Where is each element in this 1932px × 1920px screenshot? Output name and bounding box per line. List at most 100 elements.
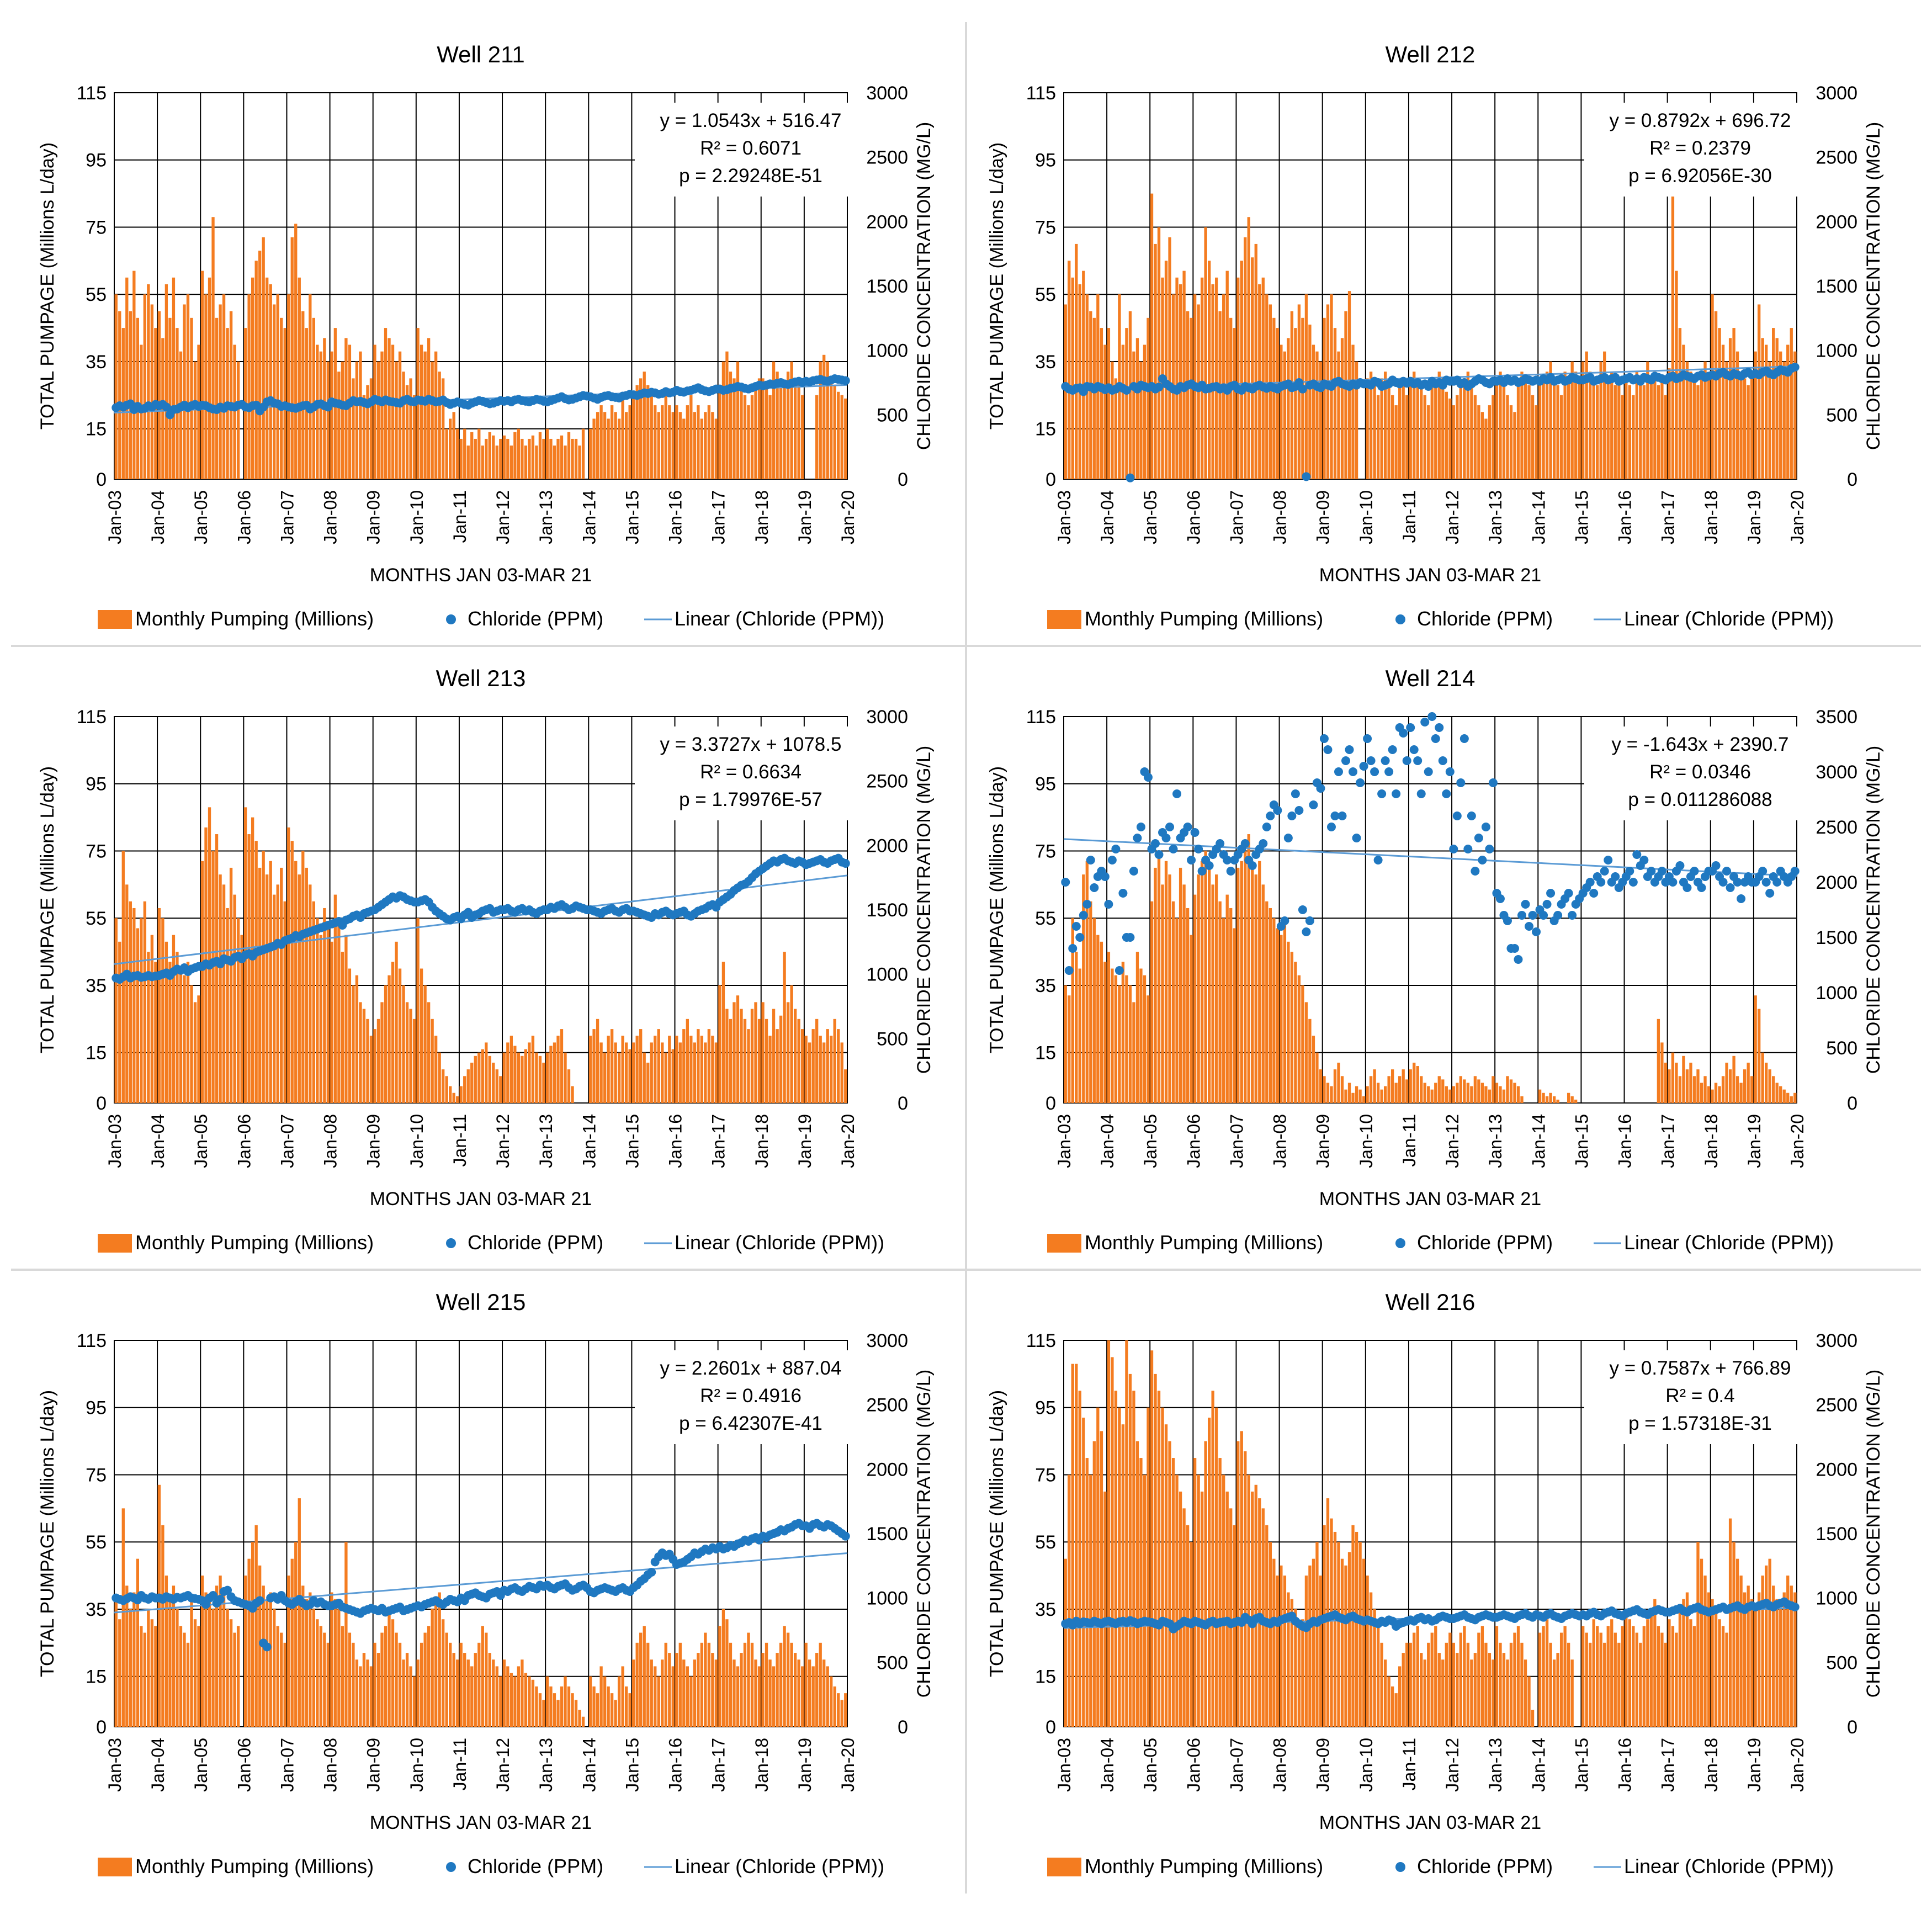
pumping-bar [1376, 395, 1380, 479]
y-right-tick-label: 2000 [866, 835, 908, 856]
pumping-bar [786, 372, 790, 479]
pumping-bar [1287, 941, 1290, 1103]
x-tick-label: Jan-07 [1227, 1738, 1246, 1792]
pumping-bar [650, 1659, 653, 1727]
y-left-tick-label: 35 [86, 1599, 107, 1620]
pumping-bar [405, 385, 409, 479]
x-tick-label: Jan-18 [1701, 1738, 1721, 1792]
x-tick-label: Jan-18 [752, 1738, 772, 1792]
pumping-bar [1786, 1576, 1790, 1727]
pumping-bar [1244, 1451, 1247, 1727]
y-left-axis-title: TOTAL PUMPAGE (Millions L/day) [37, 142, 58, 429]
pumping-bar [567, 1069, 571, 1103]
pumping-bar [492, 1062, 495, 1103]
pumping-bar [262, 1585, 265, 1727]
y-right-axis-title: CHLORIDE CONCENTRATION (MG/L) [914, 122, 935, 450]
pumping-bar [348, 968, 352, 1103]
pumping-bar [395, 941, 398, 1103]
pumping-bar [1531, 1710, 1535, 1727]
x-tick-label: Jan-04 [1097, 1114, 1117, 1168]
pumping-bar [1135, 952, 1139, 1103]
pumping-bar [1089, 901, 1092, 1103]
pumping-bar [757, 378, 761, 479]
pumping-bar [1682, 1056, 1685, 1103]
pumping-bar [1499, 1642, 1502, 1727]
pumping-bar [136, 928, 139, 1103]
pumping-bar [150, 1619, 154, 1727]
pumping-bar [337, 918, 341, 1103]
pumping-bar [1596, 1626, 1599, 1727]
pumping-bar [164, 1576, 168, 1727]
pumping-bar [1711, 294, 1714, 479]
x-tick-label: Jan-06 [234, 490, 254, 544]
pumping-bar [409, 1666, 412, 1727]
pumping-bar [427, 1626, 431, 1727]
pumping-bar [344, 1542, 348, 1727]
pumping-bar [707, 1029, 711, 1103]
pumping-bar [1589, 1642, 1592, 1727]
pumping-bar [438, 1052, 441, 1103]
pumping-bar [1516, 378, 1520, 479]
pumping-bar [826, 361, 829, 479]
pumping-bar [1290, 311, 1294, 479]
pumping-bar [294, 1542, 298, 1727]
chloride-point [1363, 734, 1372, 743]
pumping-bar [1441, 378, 1445, 479]
legend-line-label: Linear (Chloride (PPM)) [1624, 607, 1834, 630]
pumping-bar [1606, 378, 1610, 479]
pumping-bar [1545, 1619, 1549, 1727]
pumping-bar [1463, 378, 1466, 479]
chloride-point [1409, 745, 1419, 754]
pumping-bar [380, 1632, 384, 1727]
pumping-bar [1075, 243, 1078, 479]
pumping-bar [398, 1642, 402, 1727]
pumping-bar [416, 918, 420, 1103]
pumping-bar [1143, 344, 1147, 479]
pumping-bar [1703, 1576, 1707, 1727]
pumping-bar [1448, 1632, 1452, 1727]
pumping-bar [1251, 1491, 1254, 1727]
pumping-bar [668, 1036, 671, 1103]
chloride-point [1452, 812, 1462, 820]
pumping-bar [844, 1693, 847, 1727]
pumping-bar [761, 1002, 765, 1103]
pumping-bar [1251, 257, 1254, 479]
chloride-point [1420, 718, 1430, 726]
x-tick-label: Jan-13 [536, 490, 556, 544]
pumping-bar [671, 412, 675, 479]
pumping-bar [1121, 1424, 1125, 1727]
y-right-tick-label: 2500 [866, 1395, 908, 1416]
x-tick-label: Jan-17 [1658, 1114, 1678, 1168]
pumping-bar [179, 968, 183, 1103]
pumping-bar [502, 435, 506, 479]
y-right-tick-label: 1500 [866, 900, 908, 921]
pumping-bar [114, 918, 118, 1103]
pumping-bar [822, 1042, 826, 1103]
pumping-bar [1732, 1542, 1735, 1727]
pumping-bar [1559, 395, 1563, 479]
chart-title: Well 214 [1386, 665, 1475, 691]
x-tick-label: Jan-05 [1140, 490, 1160, 544]
r-squared-text: R² = 0.4916 [700, 1385, 802, 1407]
pumping-bar [229, 311, 233, 479]
x-tick-label: Jan-03 [1054, 1738, 1074, 1792]
pumping-bar [650, 395, 653, 479]
y-right-tick-label: 500 [1826, 1038, 1857, 1059]
x-axis-title: MONTHS JAN 03-MAR 21 [1319, 1812, 1541, 1833]
pumping-bar [581, 428, 585, 479]
chloride-point [1463, 845, 1473, 853]
x-tick-label: Jan-17 [709, 490, 729, 544]
pumping-bar [441, 378, 445, 479]
pumping-bar [506, 1042, 509, 1103]
pumping-bar [521, 1659, 524, 1727]
pumping-bar [553, 1693, 556, 1727]
pumping-bar [1290, 1599, 1294, 1727]
pumping-bar [1193, 1458, 1197, 1727]
pumping-bar [143, 294, 147, 479]
pumping-bar [1182, 884, 1186, 1103]
chloride-point [1471, 867, 1480, 876]
pumping-bar [190, 1599, 193, 1727]
y-right-tick-label: 0 [898, 469, 908, 490]
pumping-bar [456, 428, 459, 479]
pumping-bar [215, 834, 219, 1103]
